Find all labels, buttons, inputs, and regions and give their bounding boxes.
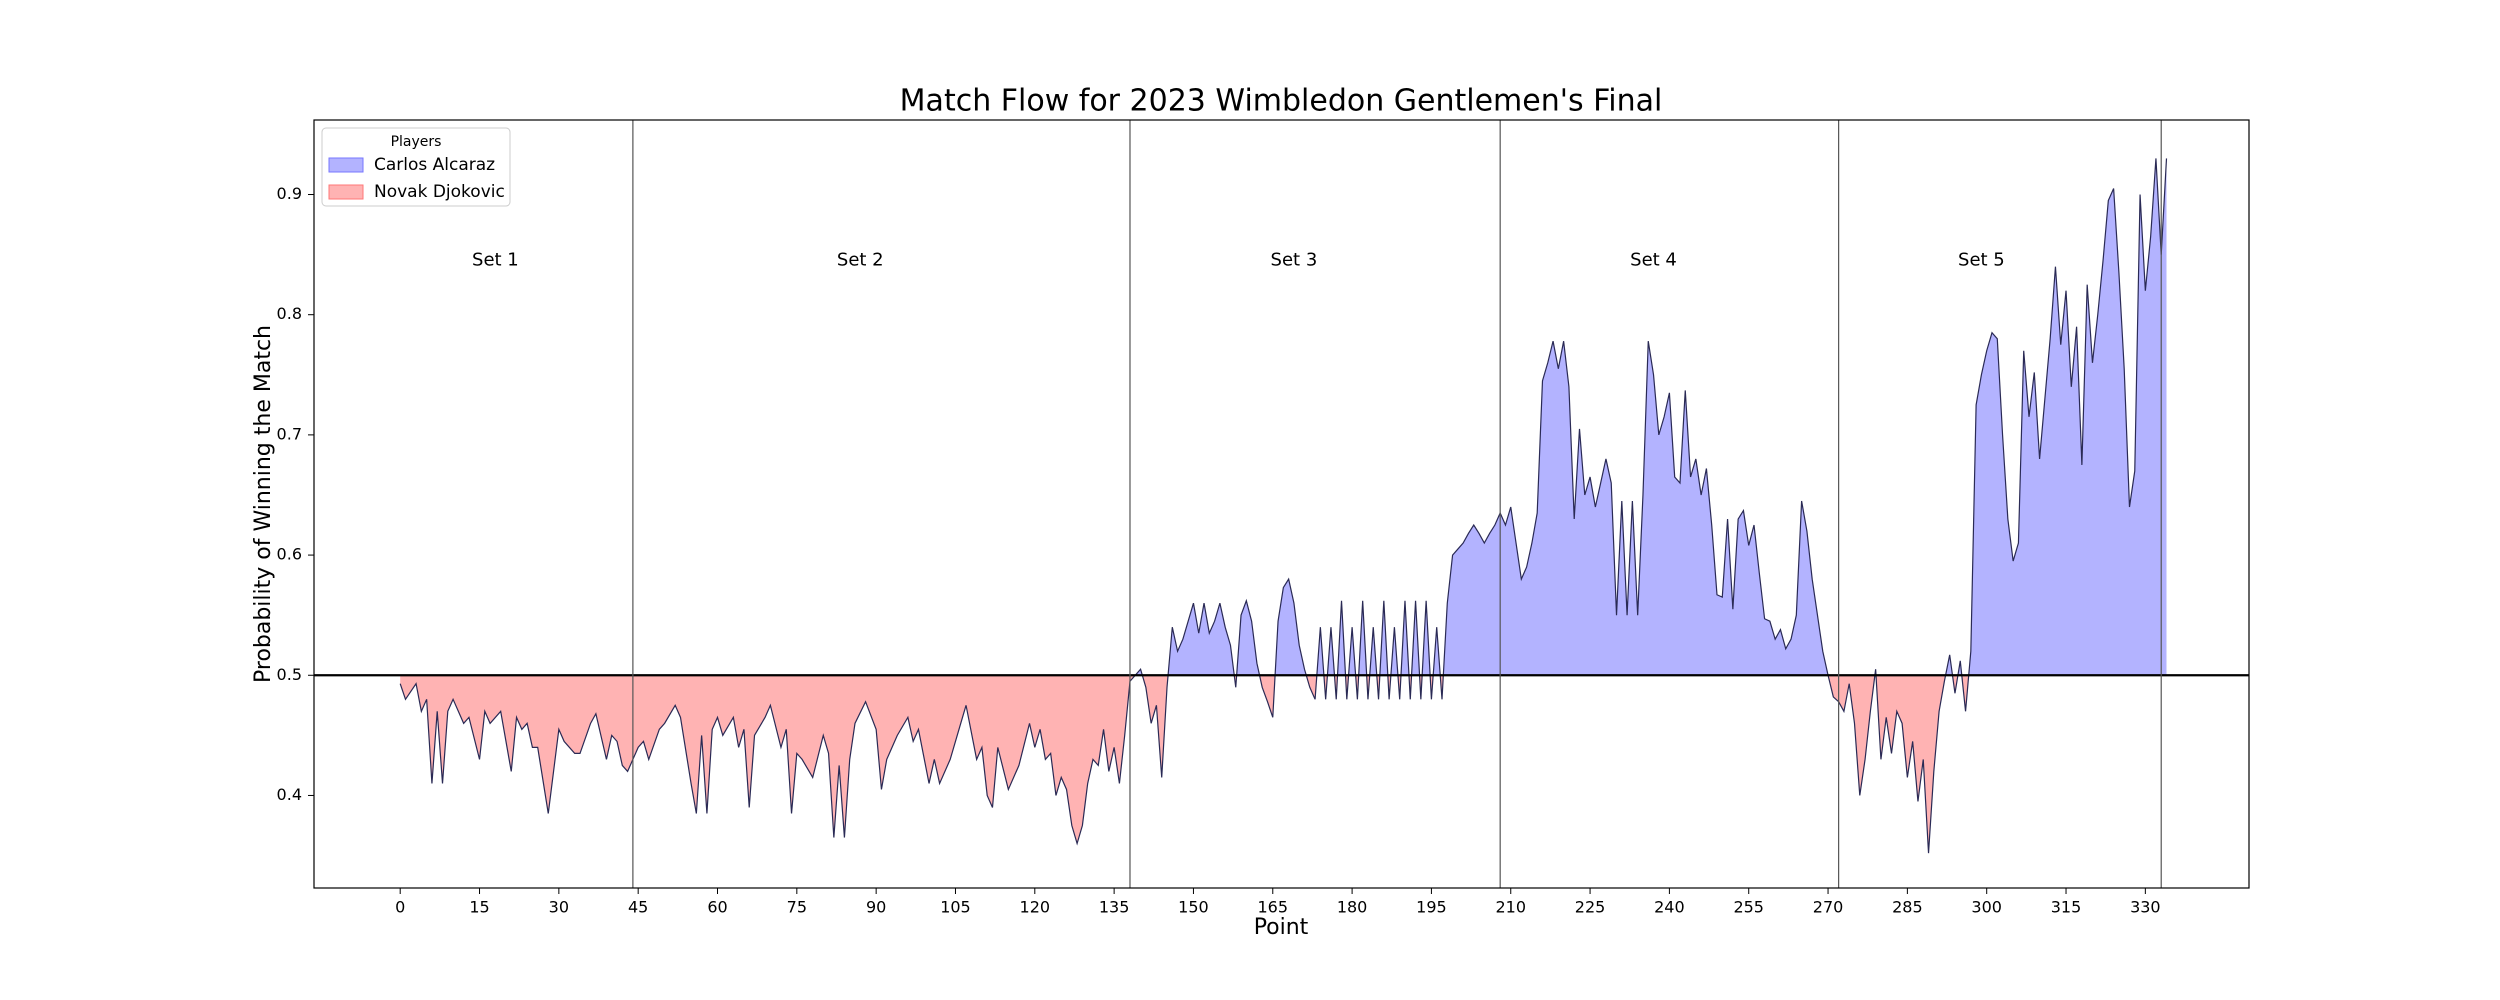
set-label: Set 2 [837, 250, 884, 271]
x-tick-label: 165 [1258, 898, 1289, 917]
set-label: Set 4 [1630, 250, 1677, 271]
legend-box [321, 127, 511, 207]
x-tick-label: 225 [1575, 898, 1606, 917]
x-tick-label: 60 [707, 898, 727, 917]
x-tick-label: 315 [2051, 898, 2082, 917]
x-tick-label: 75 [787, 898, 807, 917]
legend-label: Novak Djokovic [374, 182, 505, 202]
x-tick-label: 195 [1416, 898, 1447, 917]
x-tick-label: 300 [1971, 898, 2002, 917]
set-label: Set 3 [1271, 250, 1318, 271]
x-tick-label: 120 [1020, 898, 1051, 917]
x-tick-label: 105 [940, 898, 971, 917]
x-tick-label: 150 [1178, 898, 1209, 917]
x-tick-label: 135 [1099, 898, 1130, 917]
y-tick-label: 0.5 [277, 665, 302, 684]
x-tick-label: 45 [628, 898, 648, 917]
x-tick-label: 255 [1733, 898, 1764, 917]
set-label: Set 5 [1958, 250, 2005, 271]
x-tick-label: 240 [1654, 898, 1685, 917]
x-tick-label: 30 [549, 898, 569, 917]
y-tick-label: 0.4 [277, 785, 302, 804]
y-tick-label: 0.8 [277, 304, 302, 323]
x-tick-label: 270 [1813, 898, 1844, 917]
legend-label: Carlos Alcaraz [374, 155, 495, 175]
y-tick-label: 0.6 [277, 545, 302, 564]
x-tick-label: 180 [1337, 898, 1368, 917]
legend-swatch [328, 157, 364, 173]
x-tick-label: 0 [395, 898, 405, 917]
y-tick-label: 0.7 [277, 424, 302, 443]
chart-title: Match Flow for 2023 Wimbledon Gentlemen'… [900, 84, 1663, 119]
y-axis-label: Probability of Winning the Match [251, 325, 276, 683]
area-below [400, 675, 2167, 854]
y-tick-label: 0.9 [277, 184, 302, 203]
area-above [1135, 158, 2167, 676]
x-tick-label: 15 [469, 898, 489, 917]
x-tick-label: 90 [866, 898, 886, 917]
x-tick-label: 285 [1892, 898, 1923, 917]
x-axis-label: Point [1254, 915, 1309, 940]
x-tick-label: 330 [2130, 898, 2161, 917]
line [399, 158, 2168, 854]
set-label: Set 1 [472, 250, 519, 271]
legend-title: Players [391, 134, 442, 150]
plot-frame [313, 119, 2250, 889]
x-tick-label: 210 [1495, 898, 1526, 917]
legend-swatch [328, 184, 364, 200]
